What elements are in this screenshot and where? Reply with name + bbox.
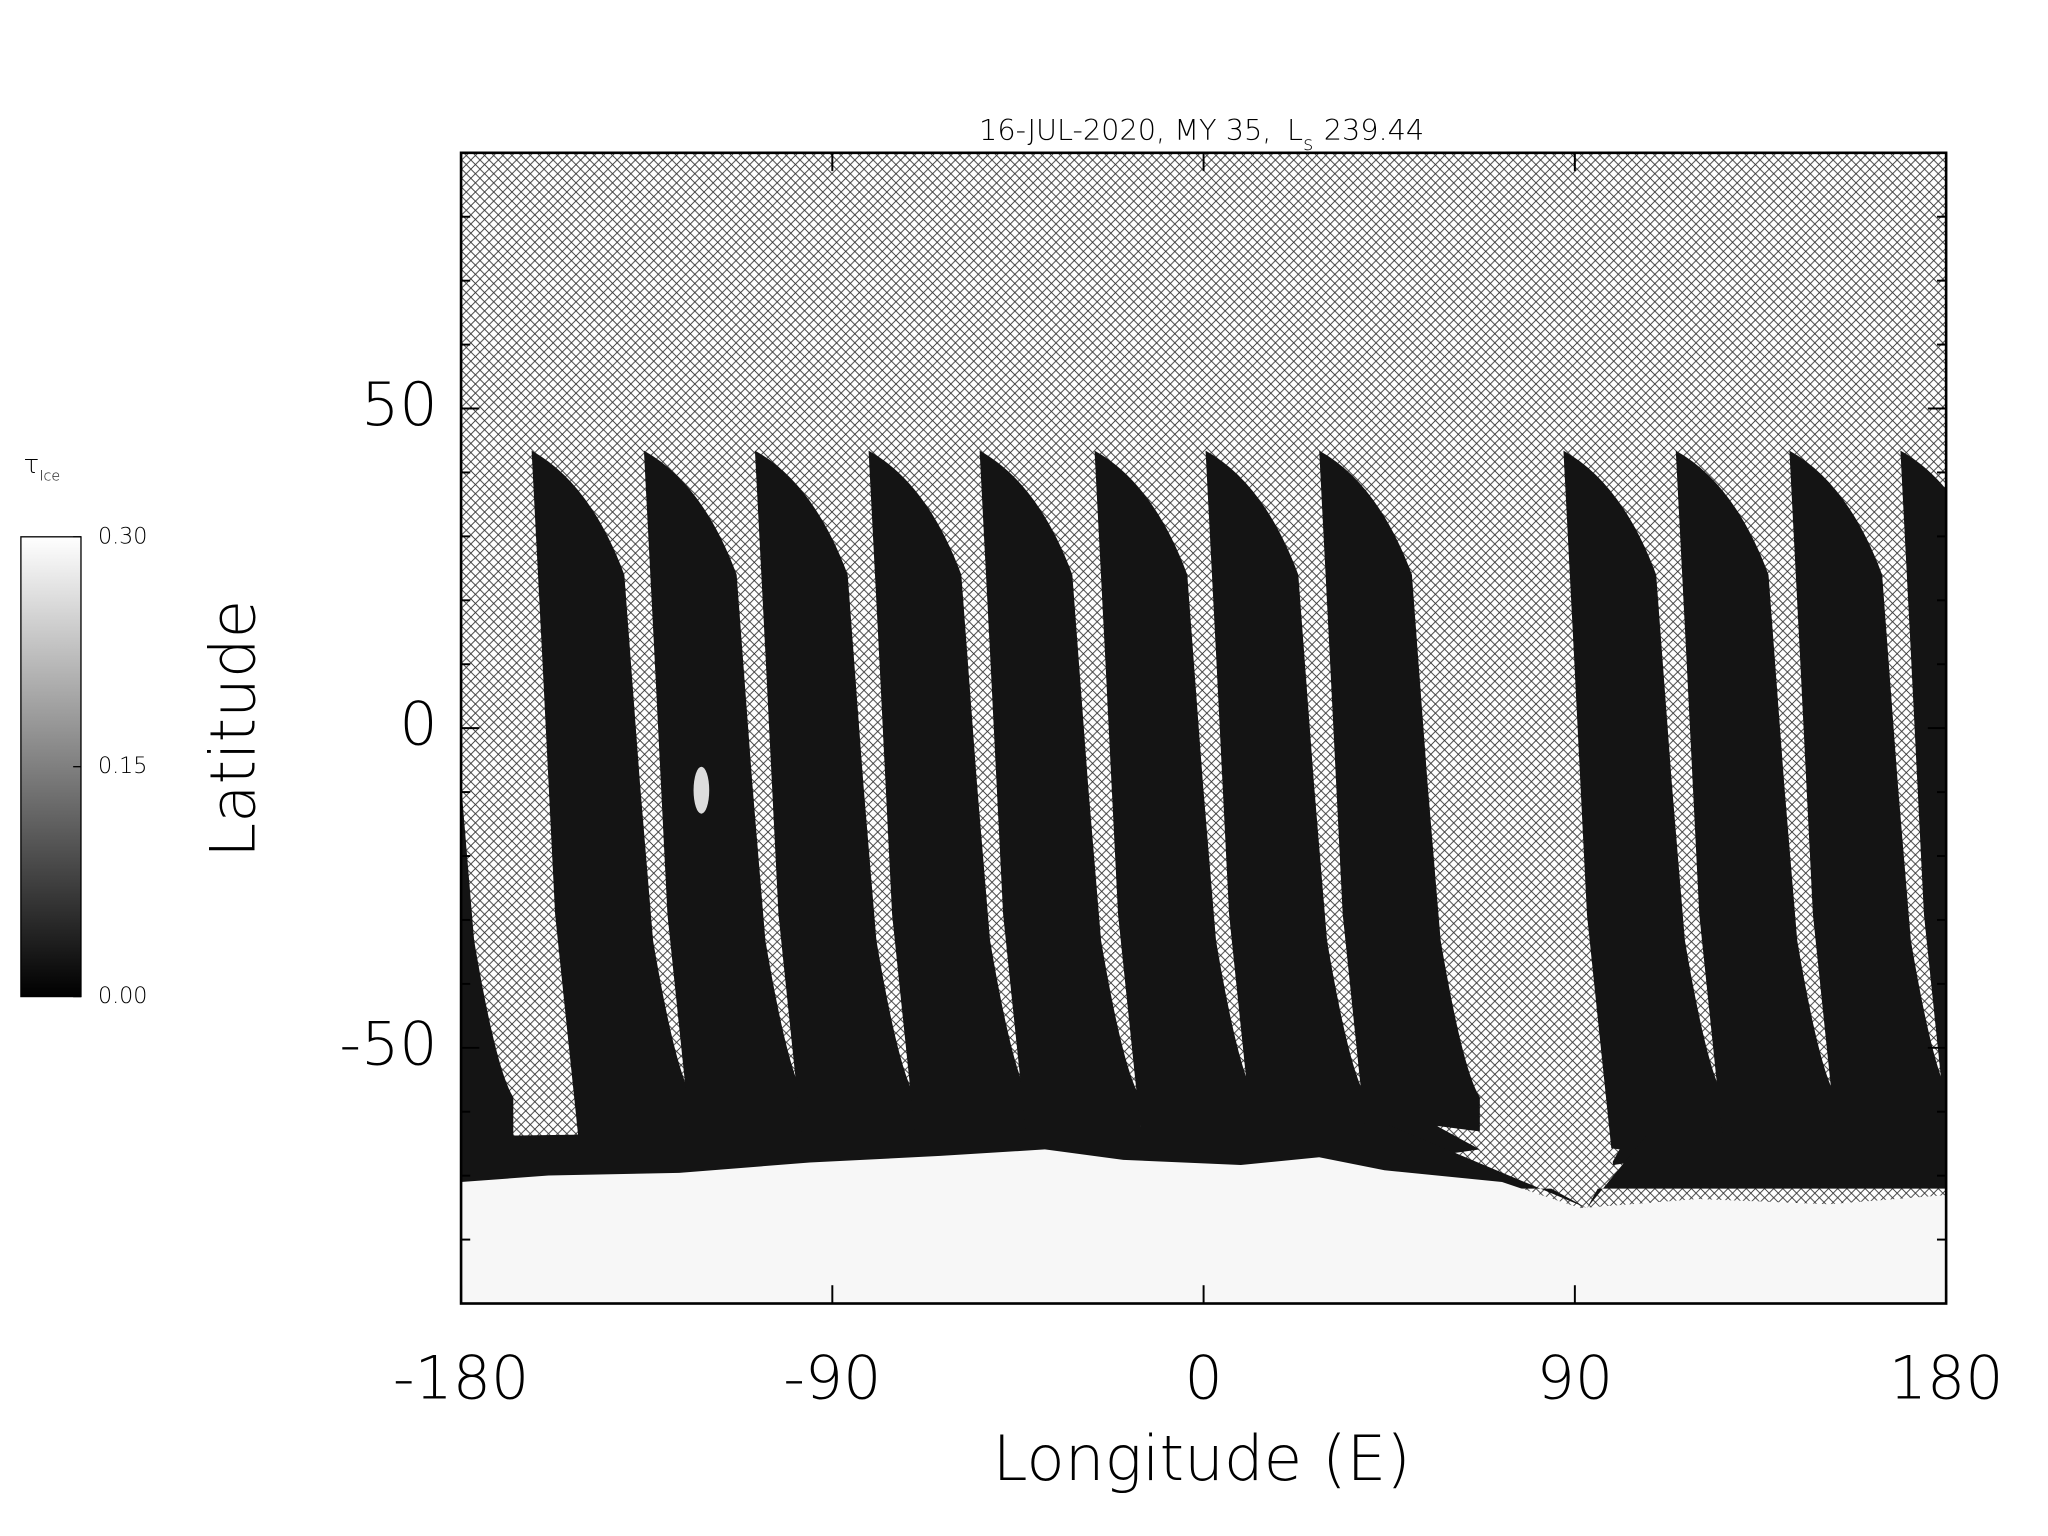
colorbar-tick-label: 0.30 bbox=[98, 523, 147, 549]
swath bbox=[754, 450, 916, 1166]
swath bbox=[1900, 450, 1947, 1128]
swath bbox=[1205, 450, 1367, 1166]
swath bbox=[1319, 450, 1480, 1166]
y-tick-label: -50 bbox=[339, 1009, 437, 1079]
no-data-gap bbox=[1436, 1125, 1620, 1209]
x-tick-label: -90 bbox=[783, 1343, 881, 1413]
x-axis-label: Longitude (E) bbox=[993, 1422, 1411, 1495]
chart-title: 16-JUL-2020, MY 35, Ls 239.44 bbox=[979, 113, 1424, 155]
colorbar-axis: 0.00 0.15 0.30 bbox=[73, 523, 147, 1009]
polar-region bbox=[461, 1149, 1947, 1304]
colorbar-tick-label: 0.00 bbox=[98, 983, 147, 1009]
colorbar-label: τIce bbox=[24, 450, 61, 485]
swath bbox=[531, 450, 693, 1166]
y-axis-label: Latitude bbox=[197, 600, 270, 858]
swath bbox=[979, 450, 1141, 1166]
title-subscript: s bbox=[1303, 132, 1313, 155]
x-tick-label: 180 bbox=[1889, 1343, 2004, 1413]
swath bbox=[643, 450, 805, 1166]
x-tick-label: 90 bbox=[1537, 1343, 1613, 1413]
title-text: 16-JUL-2020, MY 35, bbox=[979, 113, 1271, 147]
colorbar-subscript: Ice bbox=[39, 469, 60, 485]
title-symbol: L bbox=[1287, 113, 1303, 147]
colorbar-symbol: τ bbox=[24, 450, 40, 480]
swaths bbox=[461, 450, 1947, 1166]
swath bbox=[1094, 450, 1256, 1166]
swath bbox=[1789, 450, 1947, 1166]
axes: -180 -90 0 90 180 -50 0 50 bbox=[339, 152, 2004, 1413]
swath bbox=[1563, 450, 1725, 1166]
x-tick-label: -180 bbox=[393, 1343, 529, 1413]
ice-cloud bbox=[693, 766, 710, 814]
y-tick-label: 50 bbox=[361, 370, 437, 440]
map-image bbox=[461, 152, 1947, 1304]
swath bbox=[1675, 450, 1837, 1166]
colorbar bbox=[20, 536, 82, 998]
swath bbox=[868, 450, 1030, 1166]
colorbar-tick-label: 0.15 bbox=[98, 753, 147, 779]
y-tick-label: 0 bbox=[399, 690, 437, 760]
swath bbox=[461, 783, 514, 1157]
title-value: 239.44 bbox=[1324, 113, 1425, 147]
x-tick-label: 0 bbox=[1184, 1343, 1222, 1413]
